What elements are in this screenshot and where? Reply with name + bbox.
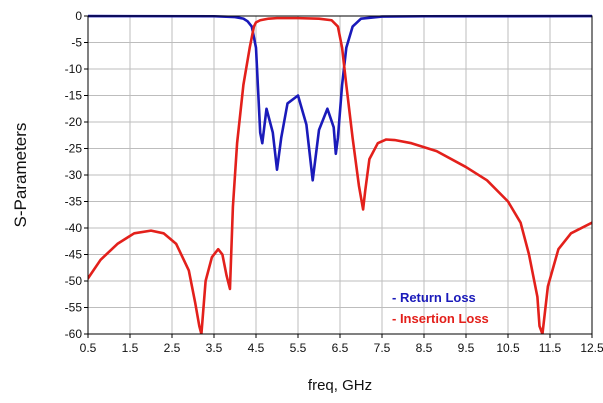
y-tick-label: -35 bbox=[65, 195, 83, 209]
x-axis-title: freq, GHz bbox=[308, 377, 372, 394]
y-axis-title: S-Parameters bbox=[11, 123, 30, 228]
y-tick-label: -45 bbox=[65, 248, 83, 262]
x-tick-label: 8.5 bbox=[416, 341, 433, 355]
legend: - Return Loss - Insertion Loss bbox=[392, 290, 489, 326]
x-tick-label: 5.5 bbox=[290, 341, 307, 355]
y-tick-label: -10 bbox=[65, 62, 83, 76]
y-tick-label: -15 bbox=[65, 89, 83, 103]
y-tick-label: -25 bbox=[65, 142, 83, 156]
x-tick-label: 6.5 bbox=[332, 341, 349, 355]
series-layer bbox=[88, 14, 592, 334]
insertion-loss-line bbox=[88, 16, 592, 334]
x-tick-label: 1.5 bbox=[122, 341, 139, 355]
x-tick-label: 3.5 bbox=[206, 341, 223, 355]
y-tick-label: -40 bbox=[65, 221, 83, 235]
x-tick-label: 12.5 bbox=[580, 341, 603, 355]
x-tick-label: 4.5 bbox=[248, 341, 265, 355]
y-axis-ticks: 0 -5 -10 -15 -20 -25 -30 -35 -40 -45 -50 -55 -60 bbox=[65, 9, 88, 341]
y-tick-label: -30 bbox=[65, 168, 83, 182]
legend-return-loss: - Return Loss bbox=[392, 290, 476, 305]
y-tick-label: 0 bbox=[75, 9, 82, 23]
x-tick-label: 0.5 bbox=[80, 341, 97, 355]
y-tick-label: -60 bbox=[65, 327, 83, 341]
legend-insertion-loss: - Insertion Loss bbox=[392, 311, 489, 326]
x-tick-label: 7.5 bbox=[374, 341, 391, 355]
y-tick-label: -20 bbox=[65, 115, 83, 129]
x-tick-label: 10.5 bbox=[496, 341, 520, 355]
y-tick-label: -55 bbox=[65, 301, 83, 315]
x-tick-label: 9.5 bbox=[458, 341, 475, 355]
y-tick-label: -5 bbox=[71, 36, 82, 50]
y-tick-label: -50 bbox=[65, 274, 83, 288]
return-loss-line bbox=[88, 14, 592, 182]
x-tick-label: 2.5 bbox=[164, 341, 181, 355]
x-axis-ticks: 0.5 1.5 2.5 3.5 4.5 5.5 6.5 7.5 8.5 9.5 10.5 11.5 12… bbox=[80, 334, 603, 355]
x-tick-label: 11.5 bbox=[539, 341, 562, 355]
